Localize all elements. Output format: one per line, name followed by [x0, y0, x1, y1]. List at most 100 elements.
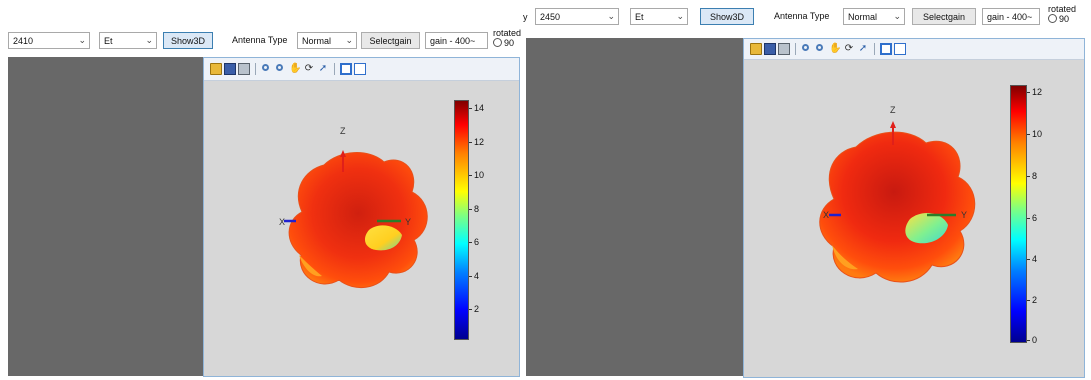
plot-area[interactable]: Z X Y 12 10 8 6 4 2 0: [744, 59, 1084, 377]
radiation-pattern-3d[interactable]: [204, 80, 519, 376]
figure-toolbar: ✋ ⟳ ➚: [204, 58, 519, 81]
rotated-label: rotated: [1048, 4, 1077, 14]
antenna-type-value: Normal: [848, 12, 878, 22]
colorbar-tick: [469, 209, 472, 210]
frequency-select[interactable]: 2450 ⌄: [535, 8, 619, 25]
rotate-3d-icon[interactable]: ⟳: [844, 43, 854, 54]
colorbar-tick: [469, 108, 472, 109]
pattern-surface: [819, 131, 976, 283]
colorbar-tick: [469, 309, 472, 310]
save-icon[interactable]: [764, 43, 776, 55]
legend-toggle-icon[interactable]: [894, 43, 906, 55]
x-axis-label: X: [823, 210, 830, 220]
colorbar-tick: [1027, 340, 1030, 341]
field-value: Et: [104, 36, 113, 46]
gain-input[interactable]: gain - 400~: [982, 8, 1040, 25]
pattern-hot-spot: [905, 213, 948, 244]
pattern-lobe-bottom: [299, 255, 322, 277]
left-app-window: 2410 ⌄ Et ⌄ Show3D Antenna Type Normal ⌄…: [0, 0, 523, 380]
toolbar-separator: [334, 63, 335, 75]
zoom-in-icon[interactable]: [261, 63, 273, 75]
rotated-option-90[interactable]: 90: [493, 38, 514, 49]
colorbar-tick: [1027, 259, 1030, 260]
colorbar-toggle-icon[interactable]: [880, 43, 892, 55]
data-cursor-icon[interactable]: ➚: [858, 43, 868, 54]
colorbar: [454, 100, 469, 340]
gain-input-value: gain - 400~: [430, 36, 476, 46]
print-icon[interactable]: [778, 43, 790, 55]
rotated-label: rotated: [493, 28, 522, 38]
colorbar-tick-label: 14: [474, 103, 485, 113]
rotate-3d-icon[interactable]: ⟳: [304, 63, 314, 74]
colorbar-tick: [1027, 300, 1030, 301]
colorbar-tick-label: 6: [474, 237, 480, 247]
field-select[interactable]: Et ⌄: [99, 32, 157, 49]
chevron-down-icon: ⌄: [893, 11, 901, 21]
colorbar-tick-label: 8: [474, 204, 480, 214]
field-value: Et: [635, 12, 644, 22]
colorbar-tick: [1027, 134, 1030, 135]
folder-open-icon[interactable]: [210, 63, 222, 75]
pattern-surface: [288, 152, 428, 289]
colorbar-toggle-icon[interactable]: [340, 63, 352, 75]
zoom-in-icon[interactable]: [801, 43, 813, 55]
colorbar-tick-label: 12: [474, 137, 485, 147]
z-axis-arrow: [340, 150, 346, 157]
pan-hand-icon[interactable]: ✋: [289, 63, 302, 74]
y-axis-label: Y: [405, 217, 412, 227]
radiation-pattern-3d[interactable]: [744, 59, 1084, 377]
right-app-window: y 2450 ⌄ Et ⌄ Show3D Antenna Type Normal…: [523, 0, 1091, 380]
colorbar-tick: [469, 175, 472, 176]
y-axis-label: Y: [961, 210, 968, 220]
gain-input[interactable]: gain - 400~: [425, 32, 488, 49]
colorbar-tick-label: 10: [1032, 129, 1043, 139]
folder-open-icon[interactable]: [750, 43, 762, 55]
antenna-type-select[interactable]: Normal ⌄: [843, 8, 905, 25]
colorbar-tick-label: 2: [1032, 295, 1038, 305]
rotated-option-90[interactable]: 90: [1048, 14, 1069, 25]
figure-window: ✋ ⟳ ➚: [203, 57, 520, 377]
save-icon[interactable]: [224, 63, 236, 75]
legend-toggle-icon[interactable]: [354, 63, 366, 75]
antenna-type-label: Antenna Type: [774, 11, 830, 21]
gain-input-value: gain - 400~: [987, 12, 1033, 22]
antenna-type-label: Antenna Type: [232, 35, 288, 45]
pattern-lobe-bottom: [832, 245, 858, 270]
frequency-value: 2410: [13, 36, 34, 46]
pan-hand-icon[interactable]: ✋: [829, 43, 842, 54]
frequency-select[interactable]: 2410 ⌄: [8, 32, 90, 49]
field-select[interactable]: Et ⌄: [630, 8, 688, 25]
figure-toolbar: ✋ ⟳ ➚: [744, 39, 1084, 60]
frequency-value: 2450: [540, 12, 561, 22]
selectgain-button[interactable]: Selectgain: [361, 32, 420, 49]
antenna-type-select[interactable]: Normal ⌄: [297, 32, 357, 49]
colorbar-tick-label: 12: [1032, 87, 1043, 97]
print-icon[interactable]: [238, 63, 250, 75]
figure-window: ✋ ⟳ ➚: [743, 38, 1085, 378]
toolbar-separator: [255, 63, 256, 75]
chevron-down-icon: ⌄: [78, 35, 86, 45]
data-cursor-icon[interactable]: ➚: [318, 63, 328, 74]
show3d-button[interactable]: Show3D: [700, 8, 754, 25]
toolbar-separator: [874, 43, 875, 55]
colorbar-tick-label: 8: [1032, 171, 1038, 181]
colorbar-tick: [469, 242, 472, 243]
chevron-down-icon: ⌄: [345, 35, 353, 45]
radio-icon[interactable]: [493, 38, 502, 47]
pattern-hot-spot: [364, 225, 402, 251]
zoom-out-icon[interactable]: [815, 43, 827, 55]
colorbar-tick-label: 4: [1032, 254, 1038, 264]
selectgain-button[interactable]: Selectgain: [912, 8, 976, 25]
blank-axes-area: [526, 38, 743, 376]
zoom-out-icon[interactable]: [275, 63, 287, 75]
show3d-button[interactable]: Show3D: [163, 32, 213, 49]
colorbar-tick: [1027, 176, 1030, 177]
colorbar-tick: [469, 276, 472, 277]
chevron-down-icon: ⌄: [145, 35, 153, 45]
colorbar-tick-label: 10: [474, 170, 485, 180]
radio-icon[interactable]: [1048, 14, 1057, 23]
colorbar-tick-label: 2: [474, 304, 480, 314]
plot-area[interactable]: Z X Y 14 12 10 8 6 4 2: [204, 80, 519, 376]
antenna-type-value: Normal: [302, 36, 332, 46]
colorbar-tick: [1027, 92, 1030, 93]
